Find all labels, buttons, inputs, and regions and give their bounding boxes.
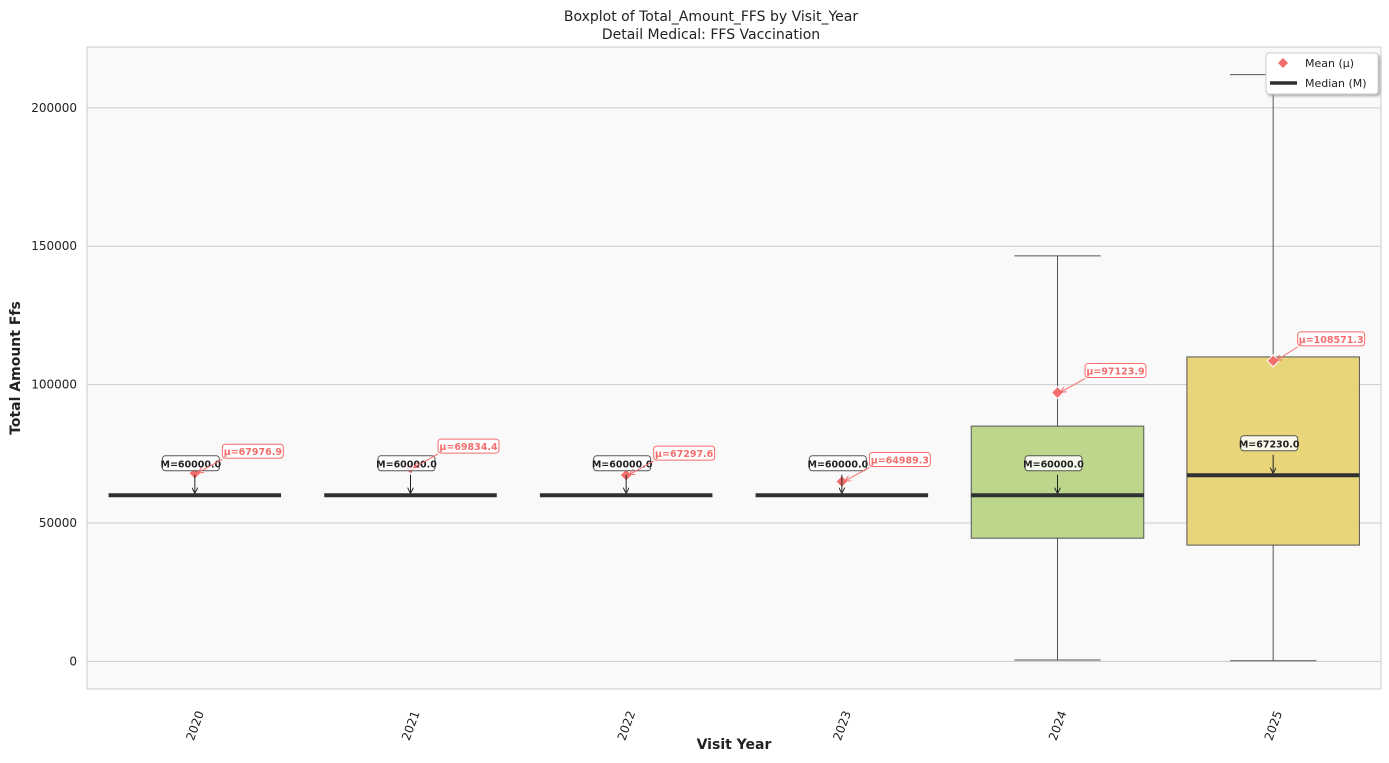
plot-area [86,46,1382,690]
annotations: M=60000.0μ=67976.9M=60000.0μ=69834.4M=60… [160,331,1366,492]
mean-label-box [221,443,284,459]
y-tick-label: 50000 [39,516,77,530]
mean-arrow [846,467,870,480]
y-tick-label: 0 [69,654,77,668]
boxes [108,74,1360,662]
median-label: M=60000.0 [160,459,221,470]
median-label-box [1024,455,1083,472]
mean-arrow [1062,378,1086,392]
x-tick-label: 2023 [830,709,854,742]
median-label: M=60000.0 [807,459,868,470]
mean-label-box [1084,363,1147,379]
mean-arrow [199,458,223,472]
mean-label: μ=64989.3 [871,455,929,466]
y-tick-label: 150000 [31,239,77,253]
median-label-box [161,455,220,472]
mean-label: μ=108571.3 [1299,335,1364,346]
gridlines [87,107,1381,662]
x-tick-label: 2025 [1262,709,1286,742]
x-axis-label: Visit Year [697,737,772,753]
mean-label: μ=97123.9 [1086,367,1144,378]
mean-label-box [1297,331,1366,347]
mean-label-box [868,451,931,467]
x-tick-label: 2021 [399,709,423,742]
y-axis-label: Total Amount Ffs [8,301,24,435]
mean-arrow [1277,346,1298,360]
median-label-box [1240,435,1299,452]
median-label: M=67230.0 [1239,439,1300,450]
x-tick-label: 2022 [615,709,639,742]
median-label: M=60000.0 [592,459,653,470]
mean-label-box [653,445,716,461]
legend-median-label: Median (M) [1305,77,1367,90]
x-tick-label: 2020 [183,709,207,742]
median-label: M=60000.0 [376,459,437,470]
mean-label: μ=67297.6 [655,449,714,460]
mean-label: μ=69834.4 [439,442,498,453]
mean-label: μ=67976.9 [224,447,282,458]
y-tick-label: 200000 [31,101,77,115]
legend-mean-marker [1278,58,1288,68]
legend-mean-label: Mean (μ) [1305,57,1354,70]
y-tick-label: 100000 [31,378,77,392]
chart-subtitle: Detail Medical: FFS Vaccination [602,27,820,43]
median-label-box [377,455,436,472]
median-label-box [808,455,867,472]
mean-arrow [415,453,439,467]
x-tick-label: 2024 [1046,709,1070,742]
median-label: M=60000.0 [1023,459,1084,470]
legend: Mean (μ) Median (M) [1265,52,1379,95]
chart-title: Boxplot of Total_Amount_FFS by Visit_Yea… [564,9,858,25]
mean-arrow [630,460,654,474]
mean-label-box [437,438,500,454]
